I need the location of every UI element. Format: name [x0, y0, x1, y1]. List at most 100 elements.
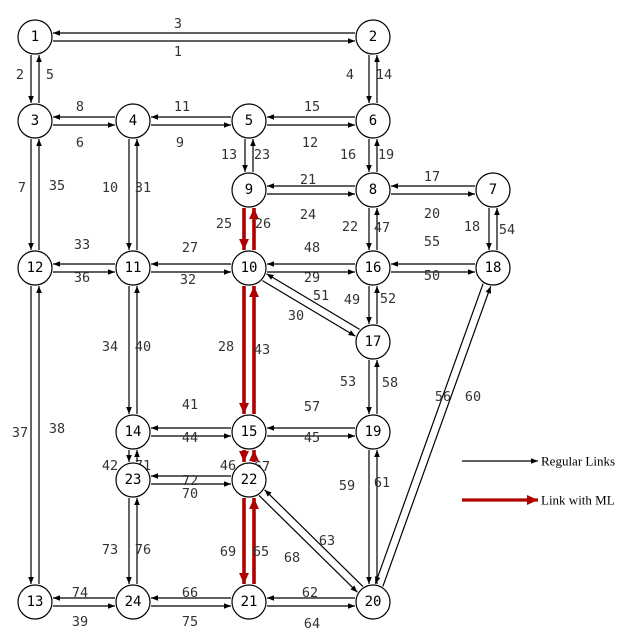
node-9: 9 [231, 172, 267, 208]
node-circle [17, 103, 53, 139]
link-label-53: 53 [340, 374, 356, 390]
node-label: 1 [31, 29, 39, 45]
link-51 [266, 273, 360, 330]
link-label-37: 37 [12, 425, 28, 441]
node-circle [355, 250, 391, 286]
link-label-33: 33 [74, 237, 90, 253]
link-60 [382, 286, 492, 587]
link-label-55: 55 [424, 234, 440, 250]
link-label-75: 75 [182, 614, 198, 630]
node-19: 19 [355, 414, 391, 450]
link-label-14: 14 [376, 67, 392, 83]
node-23: 23 [115, 462, 151, 498]
link-label-76: 76 [135, 542, 151, 558]
node-label: 3 [31, 113, 39, 129]
link-label-9: 9 [176, 135, 184, 151]
link-label-27: 27 [182, 240, 198, 256]
node-circle [231, 584, 267, 620]
legend: Regular Links Link with ML [462, 454, 615, 508]
node-8: 8 [355, 172, 391, 208]
link-label-8: 8 [76, 99, 84, 115]
link-label-44: 44 [182, 430, 198, 446]
link-label-48: 48 [304, 240, 320, 256]
link-label-7: 7 [18, 180, 26, 196]
node-3: 3 [17, 103, 53, 139]
link-label-11: 11 [174, 99, 190, 115]
node-label: 9 [245, 182, 253, 198]
link-label-35: 35 [49, 178, 65, 194]
node-20: 20 [355, 584, 391, 620]
links-layer: 1234567891011121314151617181920212223242… [12, 16, 515, 632]
node-10: 10 [231, 250, 267, 286]
node-circle [17, 584, 53, 620]
node-circle [115, 584, 151, 620]
node-circle [115, 250, 151, 286]
node-circle [231, 172, 267, 208]
link-label-69: 69 [220, 544, 236, 560]
link-label-29: 29 [304, 270, 320, 286]
node-label: 24 [125, 594, 142, 610]
link-label-24: 24 [300, 207, 316, 223]
node-24: 24 [115, 584, 151, 620]
node-16: 16 [355, 250, 391, 286]
link-label-15: 15 [304, 99, 320, 115]
link-label-36: 36 [74, 270, 90, 286]
node-label: 20 [365, 594, 382, 610]
node-1: 1 [17, 19, 53, 55]
link-label-68: 68 [284, 550, 300, 566]
link-label-39: 39 [72, 614, 88, 630]
link-label-19: 19 [378, 147, 394, 163]
node-circle [115, 462, 151, 498]
node-label: 11 [125, 260, 142, 276]
link-label-4: 4 [346, 67, 354, 83]
link-label-70: 70 [182, 486, 198, 502]
link-label-28: 28 [218, 339, 234, 355]
node-circle [231, 103, 267, 139]
node-label: 10 [241, 260, 258, 276]
node-7: 7 [475, 172, 511, 208]
node-circle [231, 462, 267, 498]
node-circle [355, 19, 391, 55]
link-label-21: 21 [300, 172, 316, 188]
node-13: 13 [17, 584, 53, 620]
link-label-59: 59 [339, 478, 355, 494]
link-label-60: 60 [465, 389, 481, 405]
node-14: 14 [115, 414, 151, 450]
link-label-34: 34 [102, 339, 118, 355]
link-label-42: 42 [102, 458, 118, 474]
node-label: 2 [369, 29, 377, 45]
link-label-54: 54 [499, 222, 515, 238]
node-11: 11 [115, 250, 151, 286]
node-circle [355, 584, 391, 620]
node-label: 21 [241, 594, 258, 610]
node-6: 6 [355, 103, 391, 139]
link-label-52: 52 [380, 291, 396, 307]
node-circle [115, 414, 151, 450]
node-circle [355, 103, 391, 139]
link-label-73: 73 [102, 542, 118, 558]
link-label-25: 25 [216, 216, 232, 232]
node-2: 2 [355, 19, 391, 55]
node-circle [115, 103, 151, 139]
link-label-22: 22 [342, 219, 358, 235]
node-label: 5 [245, 113, 253, 129]
link-label-49: 49 [344, 292, 360, 308]
link-label-16: 16 [340, 147, 356, 163]
link-label-13: 13 [221, 147, 237, 163]
node-label: 17 [365, 334, 382, 350]
node-circle [355, 172, 391, 208]
link-68 [258, 495, 358, 593]
node-circle [475, 172, 511, 208]
link-label-43: 43 [254, 342, 270, 358]
link-label-45: 45 [304, 430, 320, 446]
node-label: 23 [125, 472, 142, 488]
link-label-46: 46 [220, 458, 236, 474]
link-label-1: 1 [174, 44, 182, 60]
link-30 [262, 280, 356, 337]
link-label-40: 40 [135, 339, 151, 355]
link-label-66: 66 [182, 585, 198, 601]
link-label-30: 30 [288, 308, 304, 324]
link-label-31: 31 [135, 180, 151, 196]
